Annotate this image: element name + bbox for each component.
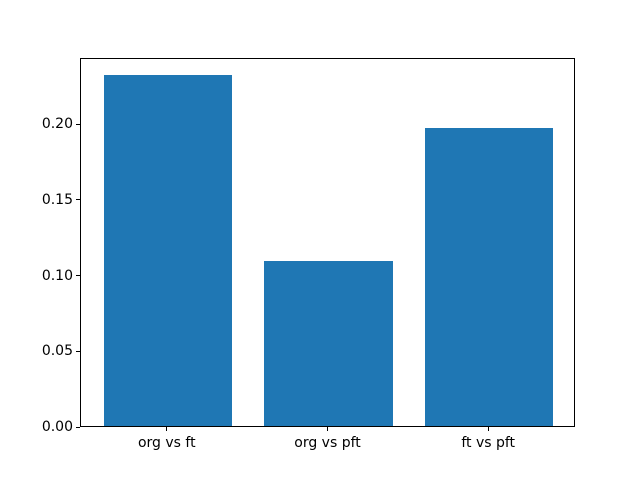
x-tick-label: org vs pft	[294, 435, 361, 451]
x-tick-mark	[327, 427, 328, 431]
y-tick-label: 0.20	[41, 116, 73, 132]
x-tick-label: ft vs pft	[461, 435, 516, 451]
y-tick-mark	[76, 275, 80, 276]
y-tick-mark	[76, 350, 80, 352]
x-tick-mark	[166, 427, 168, 431]
y-tick-label: 0.10	[41, 267, 73, 284]
bar-ft-vs-pft	[424, 127, 554, 426]
y-tick-mark	[76, 426, 80, 428]
x-tick-label: org vs ft	[137, 435, 196, 451]
y-tick-label: 0.15	[41, 191, 73, 208]
bar-org-vs-pft	[264, 260, 393, 426]
y-tick-label: 0.00	[41, 419, 73, 435]
y-tick-mark	[76, 199, 80, 201]
y-tick-mark	[76, 123, 80, 125]
bar-org-vs-ft	[103, 74, 233, 426]
plot-area	[80, 58, 575, 427]
y-tick-label: 0.05	[41, 343, 73, 360]
x-tick-mark	[487, 427, 489, 431]
